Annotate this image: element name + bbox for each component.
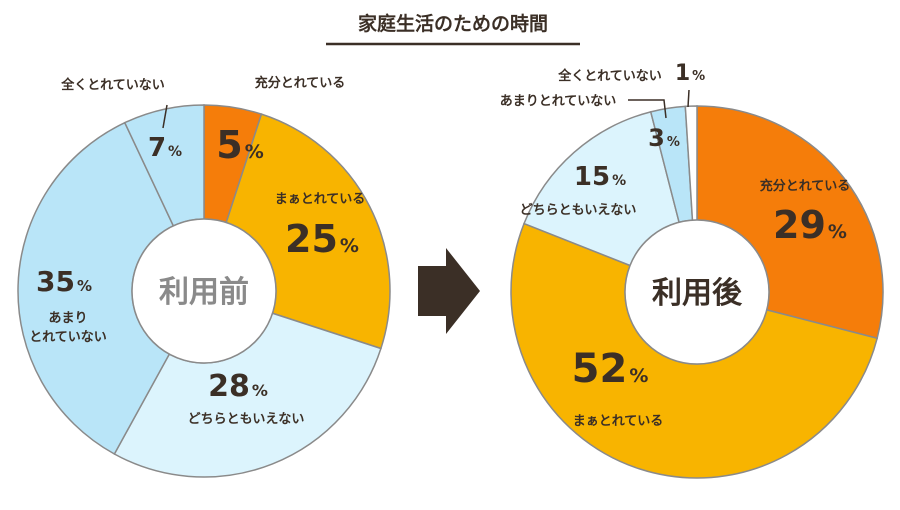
slice-value-label: 5% — [216, 123, 264, 167]
pie-before: 利用前 充分とれている 5 % まぁとれている 25 % どちらともいえない 28 % あまりとれて… — [17, 75, 391, 478]
arrow-right-icon — [418, 248, 480, 334]
slice-value-label: 3% — [648, 124, 680, 152]
slice-label: まぁとれている — [275, 192, 366, 207]
slice-value-label: 35% — [36, 265, 92, 298]
donut-hole — [131, 218, 277, 364]
slice-value-label: 1% — [675, 61, 705, 86]
leader-line — [628, 99, 667, 119]
slice-value-label: 28% — [208, 369, 268, 404]
slice-value-label: 25% — [285, 217, 359, 261]
slice-label: どちらともいえない — [188, 412, 305, 427]
donut-hole — [624, 219, 770, 365]
slice-value-label: 52% — [572, 346, 649, 392]
leader-line — [162, 104, 168, 129]
leader-line — [687, 89, 690, 108]
slice-label: 全くとれていない — [60, 77, 165, 93]
slice-label: どちらともいえない — [520, 203, 637, 218]
pie-center-label: 利用前 — [159, 275, 249, 310]
slice-value-label: 29% — [773, 203, 847, 247]
pie-center-label: 利用後 — [652, 276, 743, 311]
chart-title: 家庭生活のための時間 — [358, 12, 548, 35]
slice-label: あまりとれていない — [500, 94, 617, 109]
slice-value-label: 15% — [574, 162, 626, 192]
slice-label: 全くとれていない — [557, 68, 662, 84]
slice-label: あまり — [48, 311, 87, 326]
slice-label: とれていない — [29, 330, 107, 345]
pie-after: 利用後 充分とれている 29 % まぁとれている 52 % どちらともいえない 15 % あまりとれ… — [500, 61, 884, 479]
slice-value-label: 7% — [148, 133, 182, 163]
slice-label: 充分とれている — [760, 178, 851, 194]
slice-label: 充分とれている — [255, 75, 346, 91]
slice-label: まぁとれている — [573, 414, 664, 429]
